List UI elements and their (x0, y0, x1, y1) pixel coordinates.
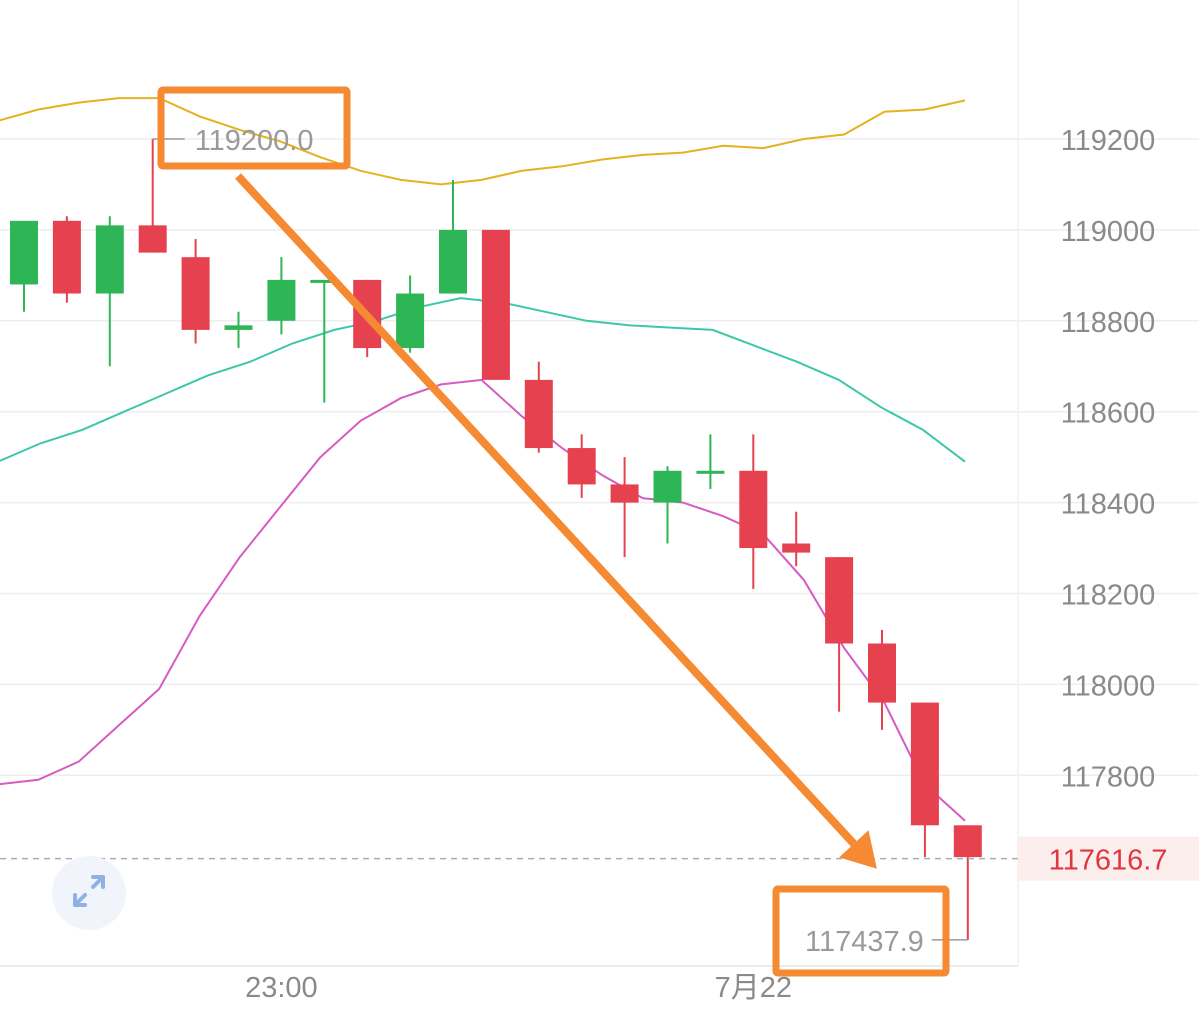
current-price-background (1018, 836, 1199, 881)
candle-body (310, 279, 339, 283)
candle (868, 629, 896, 730)
trend-arrow-head (839, 830, 877, 869)
candle (439, 179, 467, 294)
low-annotation: 117437.9 (772, 885, 968, 977)
candle-body (95, 225, 124, 294)
grid-lines (0, 138, 1199, 777)
y-tick-label: 118200 (1061, 580, 1156, 612)
candle-body (524, 379, 553, 449)
candle-body (181, 257, 210, 330)
candle-body (224, 325, 253, 330)
candle-body (567, 448, 596, 485)
band-upper (0, 97, 966, 186)
candle-body (396, 293, 425, 349)
current-price-marker: 117616.7 (0, 836, 1199, 881)
candle (481, 229, 510, 380)
high-annotation-label: 119200.0 (195, 125, 314, 157)
y-tick-label: 119000 (1061, 216, 1156, 248)
candle (653, 466, 682, 544)
candle-body (739, 470, 768, 549)
candle (267, 257, 296, 335)
y-tick-label: 118600 (1061, 398, 1156, 430)
candle-body (653, 470, 682, 503)
candle (910, 702, 939, 858)
y-tick-label: 119200 (1061, 125, 1156, 157)
candle (739, 434, 768, 589)
x-axis-ticks: 23:00 7月22 (245, 972, 792, 1004)
high-annotation: 119200.0 (152, 86, 351, 170)
candle (782, 511, 811, 567)
trend-arrow-shaft (235, 173, 857, 847)
candle-body (696, 470, 725, 474)
candle (95, 216, 124, 367)
low-highlight-box (772, 885, 950, 977)
candle-body (610, 484, 639, 503)
current-price-label: 117616.7 (1049, 845, 1168, 877)
candle (138, 139, 167, 253)
candle-body (439, 229, 467, 294)
candle (953, 825, 982, 940)
candle (52, 216, 81, 303)
candle-body (953, 825, 982, 858)
x-tick-label: 23:00 (245, 972, 318, 1004)
candles (10, 139, 982, 940)
x-tick-label: 7月22 (715, 972, 792, 1004)
low-annotation-label: 117437.9 (805, 926, 924, 958)
candle (10, 220, 38, 312)
y-tick-label: 118400 (1061, 489, 1156, 521)
y-tick-label: 117800 (1061, 761, 1156, 793)
trend-arrow (235, 173, 877, 869)
candle-body (481, 229, 510, 380)
candle (524, 361, 553, 453)
expand-chart-button[interactable] (52, 856, 126, 930)
candle (224, 311, 253, 349)
candle (181, 238, 210, 344)
candle-body (868, 643, 896, 703)
y-tick-label: 118000 (1061, 670, 1156, 702)
price-annotations: 119200.0 117437.9 (152, 86, 968, 977)
candle (825, 557, 854, 712)
expand-arrows-icon (67, 869, 111, 918)
candle (396, 275, 425, 353)
y-tick-label: 118800 (1061, 307, 1156, 339)
bollinger-bands (0, 97, 966, 822)
candle-body (910, 702, 939, 826)
candle (567, 434, 596, 499)
candle (310, 279, 339, 403)
candle (610, 457, 639, 558)
candle-body (138, 225, 167, 253)
y-axis-ticks: 119200 119000 118800 118600 118400 118200 1180… (1061, 125, 1156, 793)
band-middle (0, 297, 966, 463)
candle-body (782, 543, 811, 553)
candle-body (10, 220, 38, 285)
candle-body (267, 279, 296, 321)
candle-body (825, 557, 854, 644)
high-highlight-box (157, 86, 351, 170)
candle-body (52, 220, 81, 294)
band-lower (0, 378, 966, 822)
candle (696, 434, 725, 489)
